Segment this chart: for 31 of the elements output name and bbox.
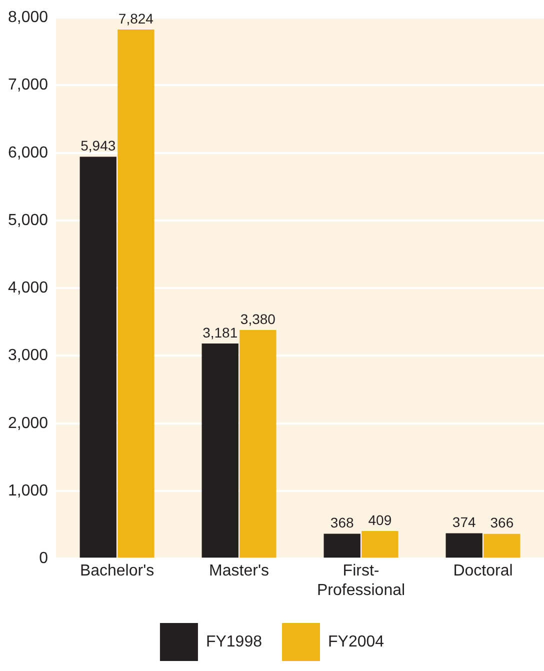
y-tick-label: 1,000: [8, 482, 48, 500]
bar: [240, 330, 276, 558]
y-tick-label: 2,000: [8, 414, 48, 432]
bar: [118, 30, 154, 558]
y-tick-label: 0: [39, 550, 48, 568]
bar: [362, 530, 398, 558]
bar: [80, 156, 116, 558]
x-tick-label: Bachelor's: [80, 562, 154, 580]
data-label: 409: [368, 512, 392, 528]
y-tick-label: 4,000: [8, 280, 48, 297]
x-tick-label: First-Professional: [316, 562, 406, 599]
data-label: 374: [452, 514, 476, 530]
data-label: 3,181: [202, 324, 238, 340]
y-tick-label: 8,000: [8, 9, 48, 26]
bar: [446, 533, 482, 558]
data-label: 368: [330, 514, 354, 531]
y-tick-label: 5,000: [8, 212, 48, 229]
data-label: 3,380: [240, 310, 276, 327]
x-tick-label: Doctoral: [453, 562, 513, 580]
data-label: 5,943: [80, 138, 116, 154]
x-tick-label: Master's: [209, 562, 269, 580]
data-label: 366: [490, 514, 514, 531]
bar: [202, 343, 238, 558]
legend-label: FY2004: [328, 633, 384, 650]
y-tick-label: 3,000: [8, 347, 48, 364]
bar: [324, 534, 360, 558]
legend-label: FY1998: [206, 633, 262, 650]
data-label: 7,824: [118, 10, 154, 26]
bar: [484, 534, 520, 558]
y-tick-label: 6,000: [8, 144, 48, 162]
y-tick-label: 7,000: [8, 76, 48, 94]
